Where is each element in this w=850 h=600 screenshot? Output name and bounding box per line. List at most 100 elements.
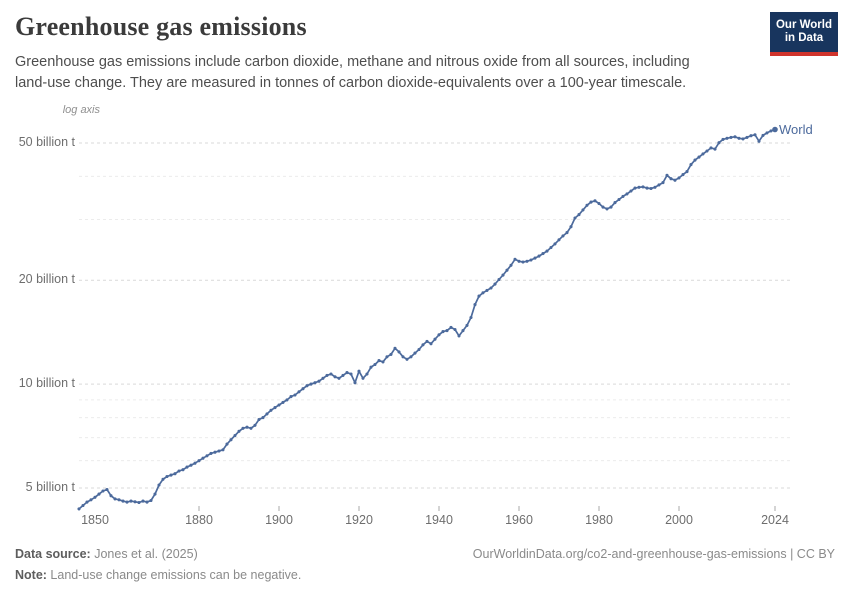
data-point-2006[interactable] <box>701 152 705 156</box>
data-point-1886[interactable] <box>221 448 225 452</box>
data-point-1962[interactable] <box>525 259 529 263</box>
data-point-2004[interactable] <box>693 158 697 162</box>
data-point-2017[interactable] <box>745 135 749 139</box>
data-point-1861[interactable] <box>121 499 125 503</box>
data-point-1942[interactable] <box>445 329 449 333</box>
data-point-1947[interactable] <box>465 323 469 327</box>
data-point-1982[interactable] <box>605 207 609 211</box>
data-point-1928[interactable] <box>389 352 393 356</box>
data-point-1970[interactable] <box>557 238 561 242</box>
data-point-1895[interactable] <box>257 417 261 422</box>
data-point-1943[interactable] <box>449 325 453 329</box>
data-point-1850[interactable] <box>77 507 81 511</box>
data-point-1881[interactable] <box>201 456 205 460</box>
data-point-1998[interactable] <box>669 177 673 181</box>
data-point-1897[interactable] <box>265 412 269 416</box>
data-point-1981[interactable] <box>601 205 605 209</box>
data-point-1956[interactable] <box>501 273 505 277</box>
data-point-2013[interactable] <box>729 135 733 139</box>
data-point-1857[interactable] <box>105 487 109 492</box>
data-point-1883[interactable] <box>209 451 213 455</box>
data-point-1872[interactable] <box>165 474 169 479</box>
data-point-1931[interactable] <box>401 355 405 359</box>
data-point-1941[interactable] <box>441 330 445 334</box>
data-point-1910[interactable] <box>317 379 321 383</box>
data-point-1971[interactable] <box>561 234 565 238</box>
data-point-1985[interactable] <box>617 197 621 202</box>
data-point-1903[interactable] <box>289 395 293 399</box>
data-point-1920[interactable] <box>357 369 361 373</box>
data-point-1907[interactable] <box>305 384 309 388</box>
data-point-1919[interactable] <box>353 381 357 385</box>
data-point-2012[interactable] <box>725 136 729 140</box>
data-point-1926[interactable] <box>381 360 385 364</box>
data-point-1914[interactable] <box>333 375 337 379</box>
data-point-1938[interactable] <box>429 342 433 346</box>
data-point-1999[interactable] <box>673 178 677 182</box>
data-point-2001[interactable] <box>681 173 685 177</box>
data-point-1888[interactable] <box>229 438 233 442</box>
data-point-1974[interactable] <box>573 216 577 220</box>
data-point-1973[interactable] <box>569 225 573 229</box>
data-point-2016[interactable] <box>741 137 745 141</box>
data-point-1976[interactable] <box>581 208 585 212</box>
data-point-1912[interactable] <box>325 373 329 377</box>
data-point-1876[interactable] <box>181 468 185 472</box>
data-point-1988[interactable] <box>629 189 633 193</box>
data-point-1887[interactable] <box>225 442 229 446</box>
data-point-2020[interactable] <box>757 139 761 143</box>
data-point-1997[interactable] <box>665 173 669 177</box>
data-point-1940[interactable] <box>437 333 441 337</box>
data-point-1993[interactable] <box>649 186 653 191</box>
data-point-1865[interactable] <box>137 500 141 505</box>
data-point-1916[interactable] <box>341 373 345 377</box>
data-point-1894[interactable] <box>253 423 257 427</box>
data-point-1871[interactable] <box>161 477 165 481</box>
data-point-1927[interactable] <box>385 355 389 359</box>
data-point-1930[interactable] <box>397 350 401 354</box>
data-point-1904[interactable] <box>293 393 297 397</box>
data-point-1953[interactable] <box>489 286 493 290</box>
data-point-1900[interactable] <box>277 403 281 407</box>
data-point-2019[interactable] <box>753 133 757 137</box>
data-point-1891[interactable] <box>241 426 245 430</box>
data-point-1984[interactable] <box>613 201 617 205</box>
data-point-1859[interactable] <box>113 497 117 501</box>
data-point-1913[interactable] <box>329 372 333 376</box>
data-point-2022[interactable] <box>765 131 769 135</box>
data-point-1898[interactable] <box>269 408 273 412</box>
data-point-1873[interactable] <box>169 473 173 477</box>
data-point-2011[interactable] <box>721 137 725 141</box>
data-point-1939[interactable] <box>433 337 437 341</box>
data-point-1983[interactable] <box>609 205 613 209</box>
data-point-1991[interactable] <box>641 185 645 189</box>
data-point-2014[interactable] <box>733 135 737 139</box>
data-point-1905[interactable] <box>297 390 301 394</box>
data-point-1854[interactable] <box>93 495 97 499</box>
data-point-1966[interactable] <box>541 252 545 256</box>
data-point-1933[interactable] <box>409 355 413 359</box>
data-point-1893[interactable] <box>249 426 253 430</box>
data-point-1946[interactable] <box>461 329 465 333</box>
data-point-2015[interactable] <box>737 136 741 140</box>
data-point-1969[interactable] <box>553 242 557 246</box>
data-point-1884[interactable] <box>213 450 217 454</box>
data-point-2009[interactable] <box>713 147 717 151</box>
data-point-1959[interactable] <box>513 257 517 261</box>
data-point-2024[interactable] <box>772 126 778 133</box>
data-point-1852[interactable] <box>85 500 89 504</box>
data-point-1901[interactable] <box>281 400 285 404</box>
data-point-1978[interactable] <box>589 200 593 204</box>
data-point-1968[interactable] <box>549 245 553 250</box>
data-point-1963[interactable] <box>529 258 533 262</box>
data-point-1870[interactable] <box>157 483 161 487</box>
data-point-1924[interactable] <box>373 362 377 367</box>
data-point-1911[interactable] <box>321 376 325 380</box>
data-point-1957[interactable] <box>505 268 509 272</box>
data-point-1879[interactable] <box>193 461 197 465</box>
data-point-2005[interactable] <box>697 155 701 159</box>
data-point-1954[interactable] <box>493 282 497 286</box>
data-point-1996[interactable] <box>661 181 665 185</box>
data-point-1944[interactable] <box>453 327 457 332</box>
